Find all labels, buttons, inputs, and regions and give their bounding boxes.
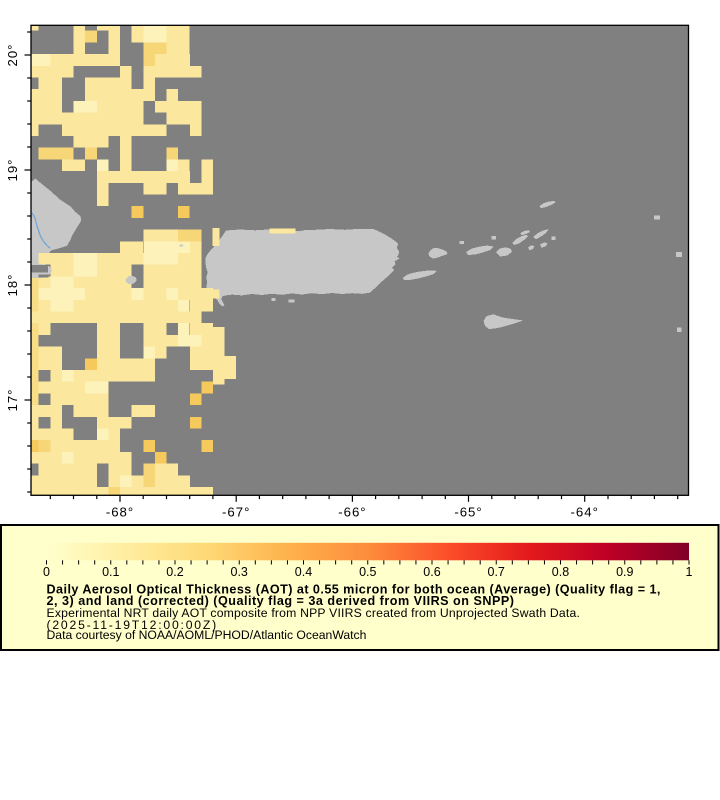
svg-text:18°: 18° bbox=[5, 274, 20, 297]
svg-text:0.9: 0.9 bbox=[616, 565, 633, 579]
svg-text:20°: 20° bbox=[5, 44, 20, 67]
svg-text:0.1: 0.1 bbox=[102, 565, 119, 579]
svg-text:-64°: -64° bbox=[571, 505, 599, 520]
svg-text:Daily Aerosol Optical Thicknes: Daily Aerosol Optical Thickness (AOT) at… bbox=[47, 582, 661, 596]
svg-text:(2025-11-19T12:00:00Z): (2025-11-19T12:00:00Z) bbox=[47, 618, 218, 632]
svg-text:0.5: 0.5 bbox=[359, 565, 376, 579]
svg-text:0.3: 0.3 bbox=[231, 565, 248, 579]
svg-text:0.2: 0.2 bbox=[166, 565, 183, 579]
svg-text:0.8: 0.8 bbox=[552, 565, 569, 579]
svg-text:2, 3) and land (corrected) (Qu: 2, 3) and land (corrected) (Quality flag… bbox=[47, 594, 515, 608]
svg-text:0.7: 0.7 bbox=[488, 565, 505, 579]
svg-text:-66°: -66° bbox=[338, 505, 366, 520]
svg-text:0.6: 0.6 bbox=[423, 565, 440, 579]
svg-text:Data courtesy of NOAA/AOML/PHO: Data courtesy of NOAA/AOML/PHOD/Atlantic… bbox=[47, 628, 367, 642]
svg-text:-68°: -68° bbox=[106, 505, 134, 520]
svg-text:17°: 17° bbox=[5, 389, 20, 412]
svg-text:-67°: -67° bbox=[222, 505, 250, 520]
svg-text:1: 1 bbox=[686, 565, 693, 579]
svg-text:19°: 19° bbox=[5, 159, 20, 182]
svg-text:0: 0 bbox=[43, 565, 50, 579]
svg-text:Experimental NRT daily AOT com: Experimental NRT daily AOT composite fro… bbox=[47, 606, 581, 620]
svg-text:-65°: -65° bbox=[454, 505, 482, 520]
svg-text:0.4: 0.4 bbox=[295, 565, 312, 579]
